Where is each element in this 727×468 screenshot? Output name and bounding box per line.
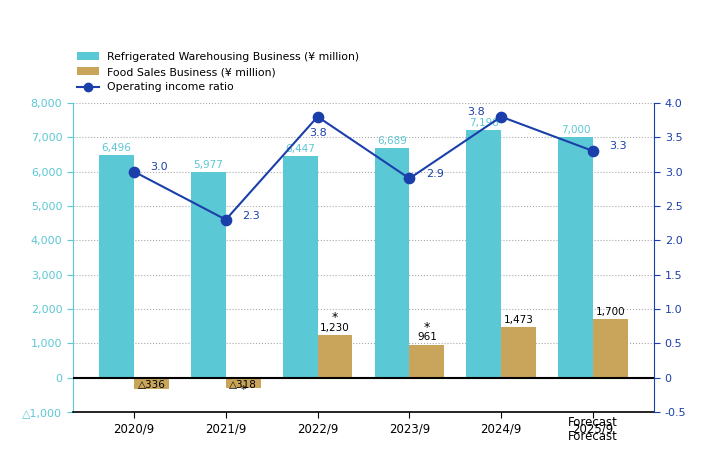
Text: 6,447: 6,447 xyxy=(285,144,315,154)
Text: Forecast: Forecast xyxy=(568,430,618,443)
Bar xyxy=(283,156,318,378)
Bar xyxy=(99,154,134,378)
Text: 1,230: 1,230 xyxy=(320,323,350,333)
Bar xyxy=(466,131,501,378)
Text: 5,977: 5,977 xyxy=(193,161,223,170)
Text: Forecast: Forecast xyxy=(568,416,618,429)
Point xyxy=(495,113,507,120)
Bar xyxy=(226,378,261,388)
Bar xyxy=(191,172,226,378)
Text: 3.8: 3.8 xyxy=(309,128,326,139)
Text: 6,689: 6,689 xyxy=(377,136,407,146)
Text: 3.0: 3.0 xyxy=(150,162,168,172)
Bar xyxy=(134,378,169,389)
Text: 1,473: 1,473 xyxy=(504,315,534,325)
Text: *: * xyxy=(241,385,246,395)
Text: 2.9: 2.9 xyxy=(426,168,443,179)
Text: 961: 961 xyxy=(417,332,437,343)
Bar xyxy=(374,148,409,378)
Text: 7,000: 7,000 xyxy=(561,125,590,135)
Text: △336: △336 xyxy=(137,380,166,389)
Text: 7,198: 7,198 xyxy=(469,118,499,128)
Bar xyxy=(318,335,353,378)
Bar xyxy=(558,137,593,378)
Bar xyxy=(409,344,444,378)
Text: *: * xyxy=(332,311,338,324)
Point xyxy=(587,147,599,155)
Legend: Refrigerated Warehousing Business (¥ million), Food Sales Business (¥ million), : Refrigerated Warehousing Business (¥ mil… xyxy=(73,47,364,97)
Text: △318: △318 xyxy=(229,380,257,389)
Point xyxy=(312,113,324,120)
Text: 1,700: 1,700 xyxy=(595,307,625,317)
Point xyxy=(128,168,140,176)
Point xyxy=(403,175,415,182)
Text: 3.3: 3.3 xyxy=(609,141,627,151)
Bar xyxy=(593,319,628,378)
Text: 2.3: 2.3 xyxy=(242,211,260,221)
Text: 6,496: 6,496 xyxy=(102,143,132,153)
Text: 3.8: 3.8 xyxy=(467,107,485,117)
Bar xyxy=(501,327,536,378)
Text: *: * xyxy=(424,321,430,334)
Point xyxy=(220,216,232,223)
